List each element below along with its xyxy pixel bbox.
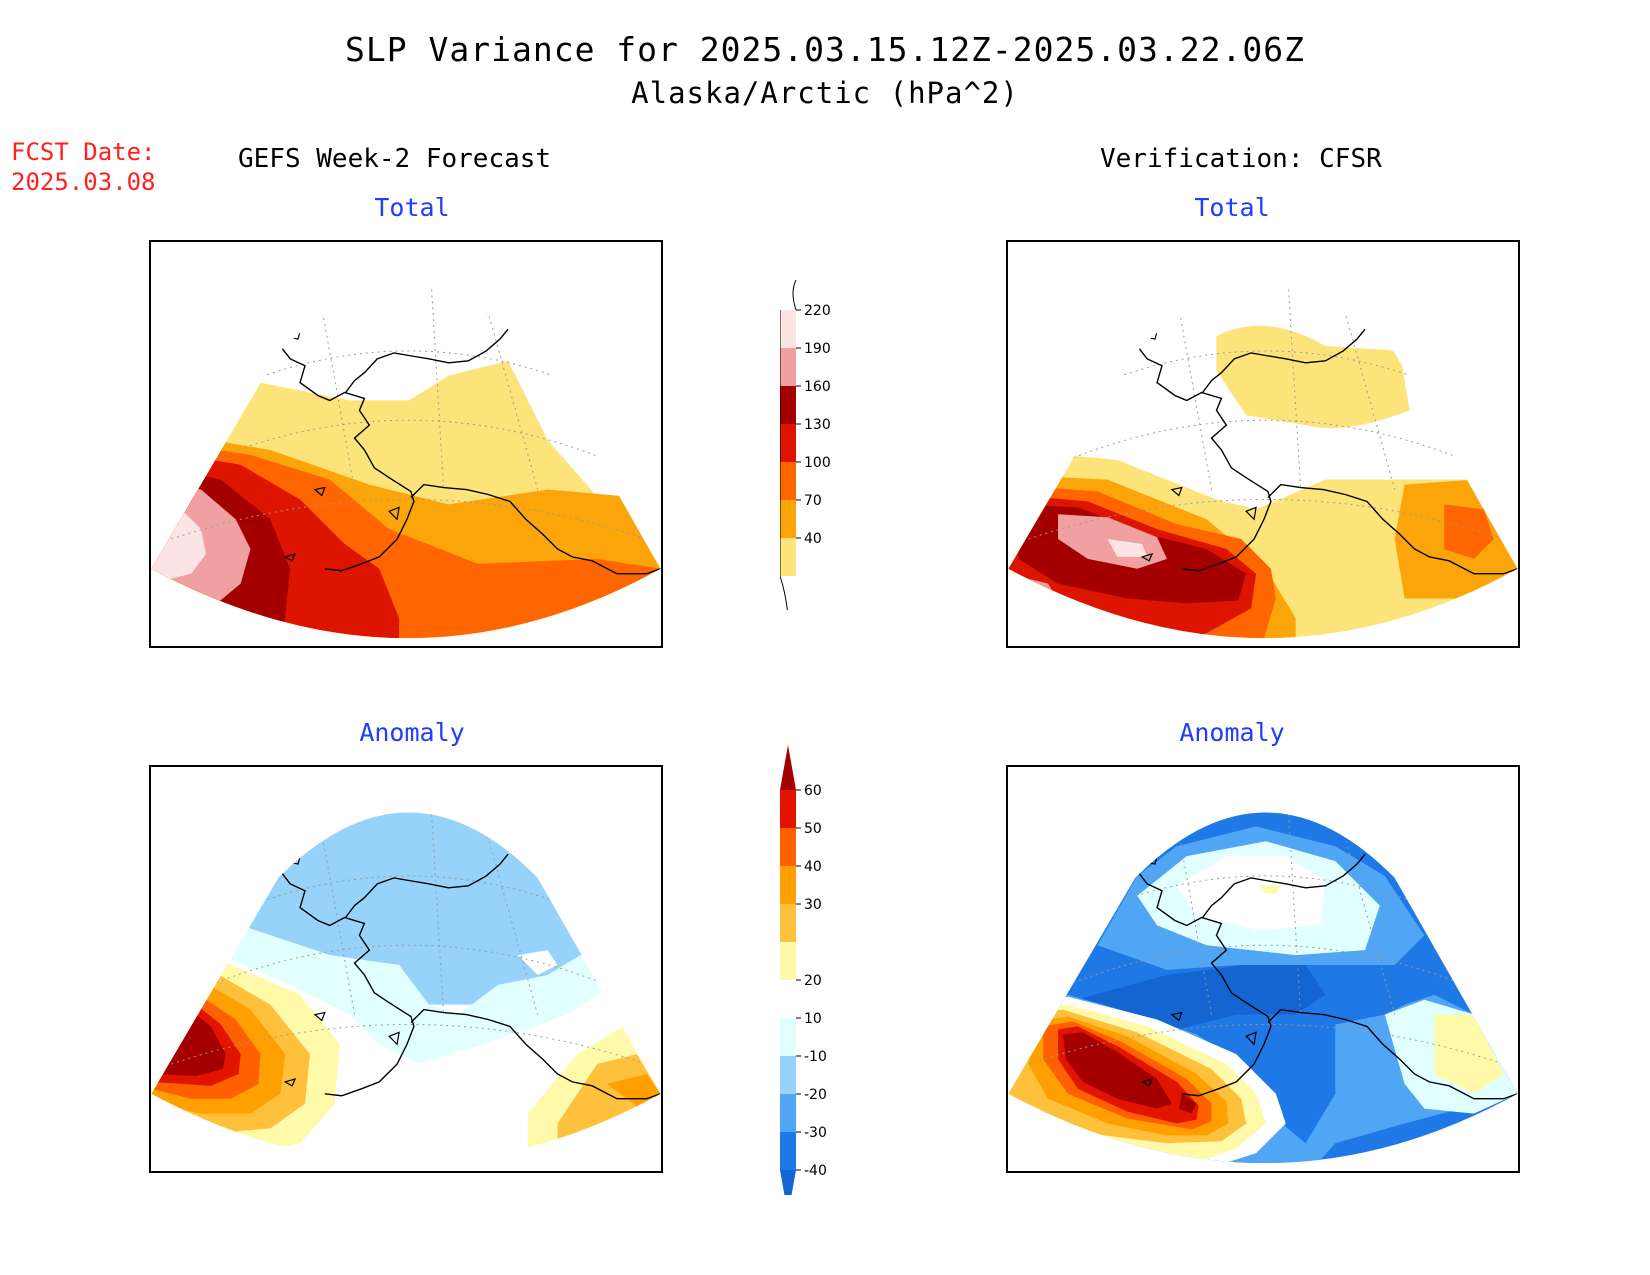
colorbar-swatch — [780, 424, 796, 462]
colorbar-label: 20 — [804, 973, 822, 989]
colorbar-label: 160 — [804, 379, 831, 395]
colorbar-swatch — [780, 866, 796, 904]
colorbar-label: -10 — [804, 1049, 827, 1065]
colorbar-label: 130 — [804, 417, 831, 433]
map-title: SLP Variance for 2025.03.15.12Z-2025.03.… — [345, 30, 1305, 69]
colorbar-label: 40 — [804, 859, 822, 875]
forecast-date-label: FCST Date: — [11, 138, 156, 166]
colorbar-label: 190 — [804, 341, 831, 357]
colorbar-swatch — [780, 500, 796, 538]
verification-anomaly-title: Anomaly — [1179, 718, 1285, 747]
forecast-anomaly-map — [149, 765, 663, 1173]
colorbar-swatch — [780, 828, 796, 866]
verification-total-title: Total — [1194, 193, 1270, 222]
colorbar-swatch — [780, 745, 796, 790]
colorbar-swatch — [780, 980, 796, 1018]
colorbar-swatch — [780, 1132, 796, 1170]
colorbar-label: 40 — [804, 531, 822, 547]
colorbar-label: 50 — [804, 821, 822, 837]
colorbar-label: 30 — [804, 897, 822, 913]
colorbar-swatch — [780, 1094, 796, 1132]
colorbar-swatch — [780, 1018, 796, 1056]
colorbar-label: -30 — [804, 1125, 827, 1141]
colorbar-swatch — [780, 942, 796, 980]
forecast-date-value: 2025.03.08 — [11, 168, 156, 196]
verification-column-title: Verification: CFSR — [1100, 144, 1382, 174]
colorbar-label: 220 — [804, 303, 831, 319]
colorbar-swatch — [780, 310, 796, 348]
colorbar-swatch — [780, 790, 796, 828]
colorbar-label: 70 — [804, 493, 822, 509]
colorbar-label: 10 — [804, 1011, 822, 1027]
anomaly-colorbar: 60 50 40 30 20 10 -10 -20 -30 -40 — [780, 745, 870, 1215]
verification-anomaly-map — [1006, 765, 1520, 1173]
colorbar-label: 100 — [804, 455, 831, 471]
colorbar-swatch — [780, 1170, 796, 1215]
colorbar-swatch — [780, 386, 796, 424]
map-subtitle: Alaska/Arctic (hPa^2) — [631, 76, 1019, 110]
forecast-total-title: Total — [374, 193, 450, 222]
colorbar-label: -40 — [804, 1163, 827, 1179]
colorbar-swatch — [780, 348, 796, 386]
colorbar-swatch — [780, 1056, 796, 1094]
colorbar-swatch — [780, 462, 796, 500]
colorbar-swatch — [780, 538, 796, 576]
forecast-total-map — [149, 240, 663, 648]
forecast-anomaly-title: Anomaly — [359, 718, 465, 747]
total-colorbar: 40 70 100 130 160 190 220 — [779, 279, 870, 617]
verification-total-map — [1006, 240, 1520, 648]
colorbar-swatch — [780, 904, 796, 942]
forecast-column-title: GEFS Week-2 Forecast — [238, 144, 552, 174]
colorbar-label: -20 — [804, 1087, 827, 1103]
colorbar-label: 60 — [804, 783, 822, 799]
